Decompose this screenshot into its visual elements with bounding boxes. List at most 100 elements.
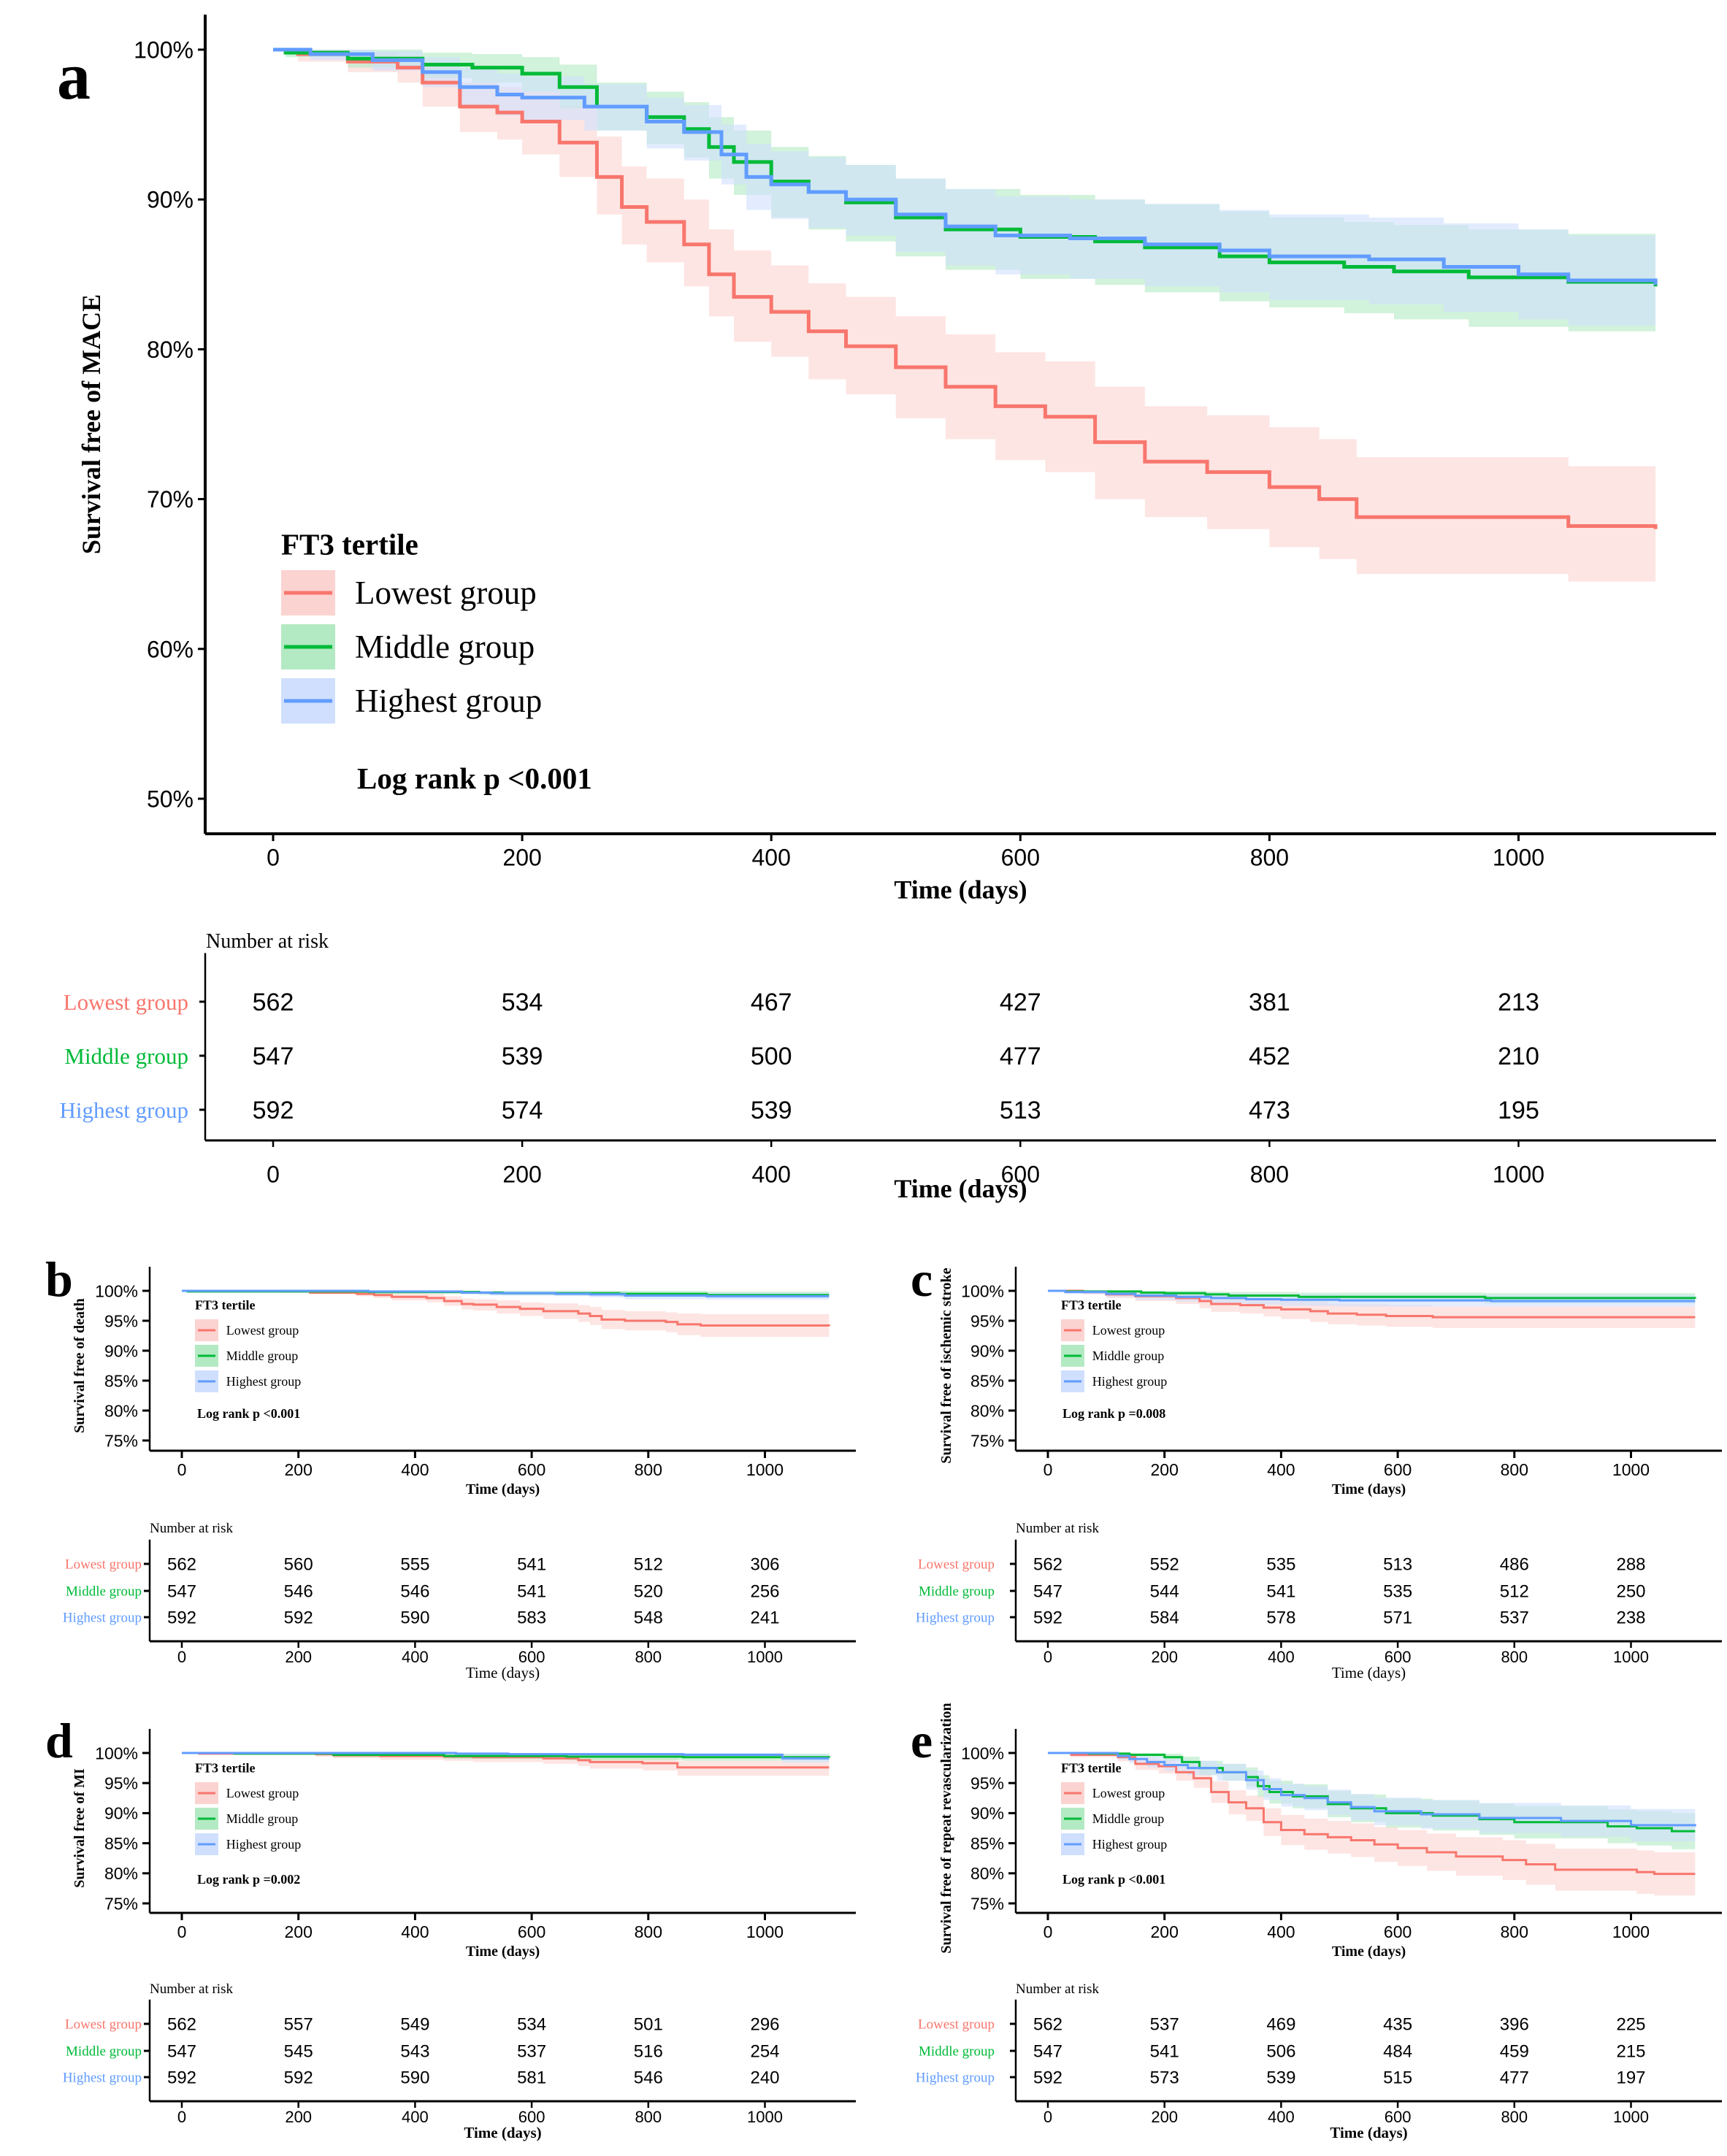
risk-value: 574 [502, 1097, 543, 1124]
risk-value: 197 [1616, 2068, 1645, 2088]
x-tick-label: 800 [635, 1922, 662, 1941]
risk-value: 592 [284, 1608, 313, 1628]
risk-value: 592 [1033, 2068, 1062, 2088]
panel-letter: d [45, 1713, 73, 1768]
legend: FT3 tertile Lowest group Middle group Highe… [1061, 1297, 1167, 1392]
x-tick-label: 200 [1151, 1922, 1179, 1941]
survival-line-highest [1048, 1289, 1696, 1303]
risk-x-tick-label: 400 [1268, 1648, 1295, 1666]
y-axis-title: Survival free of death [72, 1298, 88, 1433]
risk-row-highest: Highest group 592 573 539 515 477 197 [916, 2068, 1646, 2088]
ci-band-highest [1048, 1753, 1696, 1843]
x-tick-label: 400 [1267, 1460, 1295, 1479]
risk-value: 537 [1150, 2015, 1179, 2035]
x-tick-label: 0 [177, 1460, 187, 1479]
y-tick-label: 95% [970, 1311, 1004, 1330]
legend-title: FT3 tertile [281, 527, 418, 561]
risk-row-label: Lowest group [64, 989, 188, 1015]
risk-row-label: Highest group [59, 1097, 188, 1123]
risk-x-tick-label: 0 [267, 1161, 280, 1187]
panel-letter: e [911, 1713, 933, 1768]
y-axis-title: Survival free of MI [72, 1768, 88, 1888]
log-rank-annotation: Log rank p <0.001 [357, 761, 592, 795]
risk-value: 250 [1616, 1582, 1645, 1602]
y-axis-title: Survival free of repeat revascularizatio… [938, 1703, 954, 1953]
risk-table: Number at risk Lowest group 562 560 555 541 51… [63, 1521, 856, 1681]
risk-value: 240 [750, 2068, 779, 2088]
legend: FT3 tertile Lowest group Middle group Highe… [1061, 1760, 1167, 1855]
risk-value: 562 [1033, 2015, 1062, 2035]
risk-value: 592 [167, 2068, 196, 2088]
risk-row-label: Lowest group [65, 1557, 142, 1573]
risk-value: 562 [167, 1555, 196, 1575]
risk-row-highest: Highest group 592 592 590 583 548 241 [63, 1608, 780, 1628]
risk-value: 459 [1500, 2042, 1529, 2062]
risk-value: 546 [284, 1582, 313, 1602]
risk-x-tick-label: 400 [402, 2108, 429, 2126]
risk-x-tick-label: 200 [502, 1161, 541, 1187]
risk-value: 477 [1500, 2068, 1529, 2088]
risk-value: 254 [750, 2042, 779, 2062]
risk-value: 560 [284, 1555, 313, 1575]
risk-value: 427 [1000, 989, 1041, 1016]
risk-value: 562 [167, 2015, 196, 2035]
risk-table: Number at risk Lowest group 562 534 467 427 38… [59, 930, 1716, 1203]
risk-x-tick-label: 200 [1151, 2108, 1178, 2126]
survival-line-lowest [182, 1289, 830, 1327]
ci-band-highest [273, 50, 1656, 331]
y-tick-label: 75% [104, 1894, 138, 1913]
legend-item-middle: Middle group [195, 1808, 298, 1830]
y-tick-label: 100% [961, 1743, 1004, 1762]
risk-value: 539 [1266, 2068, 1295, 2088]
risk-row-middle: Middle group 547 546 546 541 520 256 [66, 1582, 779, 1602]
risk-row-lowest: Lowest group 562 537 469 435 396 225 [918, 2015, 1646, 2035]
risk-value: 469 [1266, 2015, 1295, 2035]
x-tick-label: 800 [1501, 1922, 1528, 1941]
risk-value: 535 [1266, 1555, 1295, 1575]
panel-a: a 50% 60% 70% 80% 90% 100% 0 200 400 600 800 1000 Tim… [57, 15, 1716, 1203]
risk-value: 555 [400, 1555, 429, 1575]
legend-item-highest: Highest group [1061, 1833, 1167, 1855]
survival-line-highest [182, 1289, 830, 1297]
y-tick-label: 75% [970, 1894, 1004, 1913]
risk-x-tick-label: 600 [1385, 1648, 1412, 1666]
risk-row-label: Lowest group [918, 2017, 995, 2033]
risk-x-tick-label: 0 [177, 1648, 186, 1666]
risk-row-label: Highest group [916, 1611, 995, 1626]
x-tick-label: 400 [401, 1922, 429, 1941]
x-tick-label: 1000 [1612, 1460, 1650, 1479]
y-tick-label: 90% [970, 1341, 1004, 1360]
risk-row-middle: Middle group 547 541 506 484 459 215 [919, 2042, 1645, 2062]
panel-c: c 75% 80% 85% 90% 95% 100% 0 200 400 600 800 1000 Tim… [911, 1251, 1722, 1681]
y-tick-label: 90% [147, 187, 194, 213]
legend-item-middle: Middle group [1061, 1808, 1164, 1830]
y-tick-label: 75% [970, 1431, 1004, 1450]
risk-value: 578 [1266, 1608, 1295, 1628]
risk-value: 541 [517, 1555, 546, 1575]
survival-line-highest [273, 47, 1658, 285]
x-tick-label: 600 [518, 1922, 545, 1941]
y-tick-label: 80% [970, 1864, 1004, 1883]
risk-value: 546 [400, 1582, 429, 1602]
risk-x-tick-label: 800 [1250, 1161, 1289, 1187]
legend-label: Lowest group [355, 575, 537, 611]
risk-x-tick-label: 1000 [747, 1648, 783, 1666]
risk-value: 541 [1266, 1582, 1295, 1602]
x-tick-label: 400 [752, 845, 791, 871]
y-tick-label: 100% [95, 1281, 138, 1300]
panel-letter: a [57, 39, 91, 113]
x-tick-label: 1000 [746, 1922, 784, 1941]
legend-label: Highest group [226, 1837, 302, 1852]
x-tick-label: 1000 [746, 1460, 784, 1479]
legend-label: Middle group [1092, 1811, 1165, 1826]
risk-value: 435 [1383, 2015, 1412, 2035]
risk-x-tick-label: 1000 [1613, 2108, 1649, 2126]
x-tick-label: 200 [502, 845, 541, 871]
risk-x-tick-label: 0 [1044, 2108, 1052, 2126]
risk-table-title: Number at risk [150, 1521, 233, 1536]
risk-value: 545 [284, 2042, 313, 2062]
risk-row-label: Highest group [916, 2071, 995, 2086]
risk-value: 592 [167, 1608, 196, 1628]
legend-item-highest: Highest group [195, 1833, 301, 1855]
risk-row-label: Highest group [63, 2071, 142, 2086]
